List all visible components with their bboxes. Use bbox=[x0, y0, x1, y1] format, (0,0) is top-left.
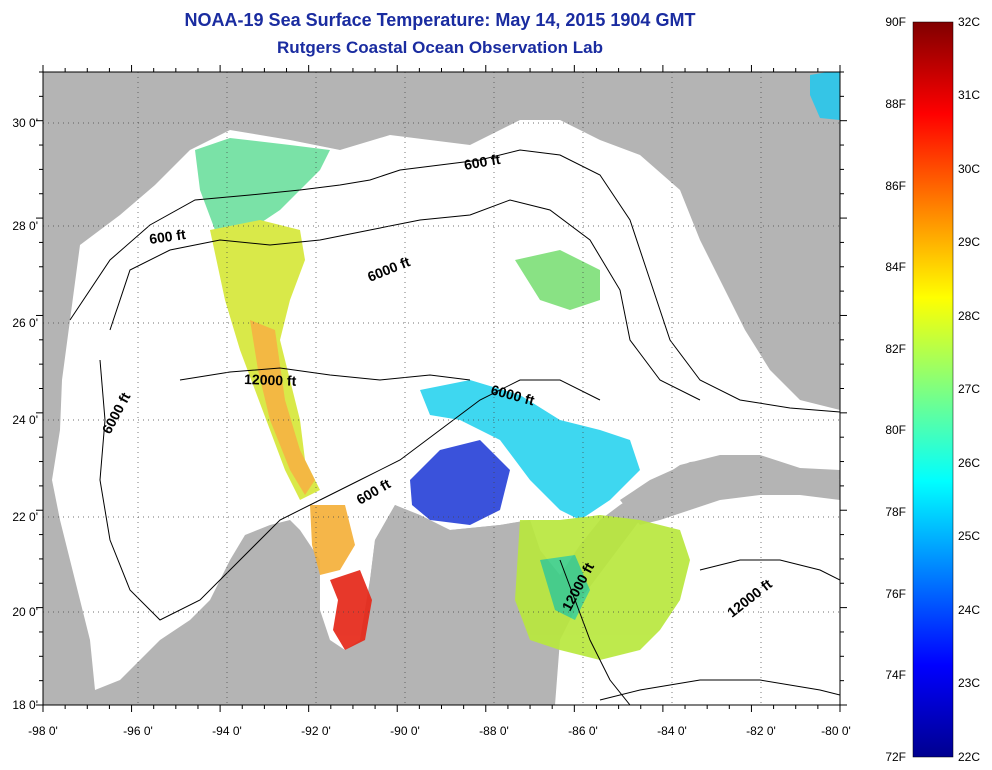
colorbar-c-label: 32C bbox=[958, 15, 980, 29]
graticule bbox=[43, 72, 840, 705]
x-tick-label: -92 0' bbox=[301, 724, 331, 738]
contour-label-600ft-west: 600 ft bbox=[148, 226, 187, 247]
y-tick-label: 30 0' bbox=[12, 116, 38, 130]
y-axis-labels: 30 0' 28 0' 26 0' 24 0' 22 0' 20 0' 18 0… bbox=[12, 116, 38, 712]
colorbar-f-label: 74F bbox=[885, 668, 906, 682]
colorbar-c-label: 30C bbox=[958, 162, 980, 176]
colorbar-f-label: 86F bbox=[885, 179, 906, 193]
axis-ticks bbox=[36, 65, 847, 712]
y-tick-label: 26 0' bbox=[12, 316, 38, 330]
colorbar bbox=[912, 21, 954, 758]
map-subtitle: Rutgers Coastal Ocean Observation Lab bbox=[277, 38, 603, 57]
x-tick-label: -96 0' bbox=[123, 724, 153, 738]
colorbar-fahrenheit-labels: 90F 88F 86F 84F 82F 80F 78F 76F 74F 72F bbox=[885, 15, 906, 764]
colorbar-f-label: 80F bbox=[885, 423, 906, 437]
cuba bbox=[620, 458, 840, 525]
yucatan bbox=[345, 505, 540, 705]
sst-swaths bbox=[195, 72, 840, 660]
colorbar-f-label: 72F bbox=[885, 750, 906, 764]
colorbar-c-label: 24C bbox=[958, 603, 980, 617]
x-tick-label: -94 0' bbox=[212, 724, 242, 738]
y-tick-label: 22 0' bbox=[12, 510, 38, 524]
colorbar-c-label: 29C bbox=[958, 235, 980, 249]
x-tick-label: -98 0' bbox=[28, 724, 58, 738]
x-tick-label: -90 0' bbox=[390, 724, 420, 738]
contour-label-600ft-north: 600 ft bbox=[463, 151, 502, 173]
colorbar-celsius-labels: 32C 31C 30C 29C 28C 27C 26C 25C 24C 23C … bbox=[958, 15, 980, 764]
colorbar-c-label: 27C bbox=[958, 382, 980, 396]
x-tick-label: -84 0' bbox=[657, 724, 687, 738]
contour-label-12000ft-west: 12000 ft bbox=[244, 371, 297, 389]
y-tick-label: 28 0' bbox=[12, 219, 38, 233]
x-axis-labels: -98 0' -96 0' -94 0' -92 0' -90 0' -88 0… bbox=[28, 724, 851, 738]
bathymetry-contours bbox=[69, 149, 840, 705]
y-tick-label: 20 0' bbox=[12, 605, 38, 619]
colorbar-c-label: 23C bbox=[958, 676, 980, 690]
colorbar-c-label: 28C bbox=[958, 309, 980, 323]
colorbar-f-label: 90F bbox=[885, 15, 906, 29]
map-title: NOAA-19 Sea Surface Temperature: May 14,… bbox=[184, 10, 696, 30]
florida bbox=[700, 110, 840, 375]
colorbar-c-label: 31C bbox=[958, 88, 980, 102]
colorbar-c-label: 22C bbox=[958, 750, 980, 764]
x-tick-label: -80 0' bbox=[821, 724, 851, 738]
colorbar-f-label: 76F bbox=[885, 587, 906, 601]
colorbar-c-label: 25C bbox=[958, 529, 980, 543]
x-tick-label: -82 0' bbox=[746, 724, 776, 738]
colorbar-f-label: 78F bbox=[885, 505, 906, 519]
colorbar-c-label: 26C bbox=[958, 456, 980, 470]
x-tick-label: -86 0' bbox=[568, 724, 598, 738]
x-tick-label: -88 0' bbox=[479, 724, 509, 738]
y-tick-label: 18 0' bbox=[12, 698, 38, 712]
y-tick-label: 24 0' bbox=[12, 413, 38, 427]
colorbar-f-label: 82F bbox=[885, 342, 906, 356]
colorbar-f-label: 84F bbox=[885, 260, 906, 274]
colorbar-f-label: 88F bbox=[885, 97, 906, 111]
